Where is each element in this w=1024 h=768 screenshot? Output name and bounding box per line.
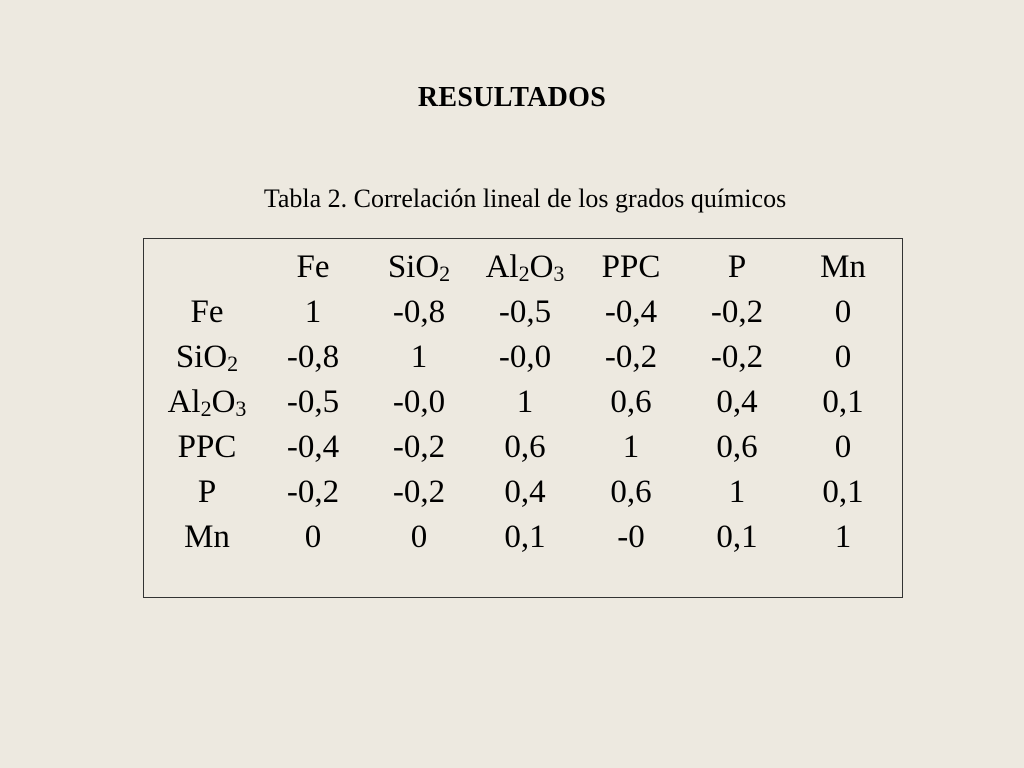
table-caption: Tabla 2. Correlación lineal de los grado… [263, 184, 787, 213]
column-header: Fe [296, 249, 330, 285]
table-cell: -0,5 [286, 384, 340, 420]
table-cell: 0 [834, 429, 852, 465]
row-header: Fe [190, 294, 224, 330]
column-header: Mn [820, 249, 866, 285]
table-cell: 0 [304, 519, 322, 555]
table-row: P -0,2 -0,2 0,4 0,6 1 0,1 [154, 470, 896, 515]
table-cell: 1 [410, 339, 428, 375]
table-cell: 0 [834, 294, 852, 330]
table-cell: -0,4 [286, 429, 340, 465]
table-cell: -0,0 [392, 384, 446, 420]
table-cell: 1 [304, 294, 322, 330]
table-cell: 0,4 [504, 474, 546, 510]
table-cell: 0,4 [716, 384, 758, 420]
table-cell: 1 [622, 429, 640, 465]
correlation-table: Fe SiO2 Al2O3 PPC P Mn Fe 1 -0,8 -0,5 -0… [154, 245, 896, 560]
table-cell: 0 [410, 519, 428, 555]
table-cell: 0,6 [504, 429, 546, 465]
row-header: SiO2 [175, 339, 239, 376]
table-cell: -0,5 [498, 294, 552, 330]
table-row: Fe 1 -0,8 -0,5 -0,4 -0,2 0 [154, 290, 896, 335]
row-header: PPC [177, 429, 237, 465]
table-cell: -0,4 [604, 294, 658, 330]
table-cell: -0,0 [498, 339, 552, 375]
table-cell: 0 [834, 339, 852, 375]
table-cell: 0,1 [822, 384, 864, 420]
table-cell: -0 [617, 519, 645, 555]
column-header: P [727, 249, 747, 285]
table-cell: 1 [728, 474, 746, 510]
table-cell: -0,2 [710, 339, 764, 375]
table-cell: 0,6 [716, 429, 758, 465]
table-cell: 0,6 [610, 384, 652, 420]
table-cell: 0,6 [610, 474, 652, 510]
table-row: Al2O3 -0,5 -0,0 1 0,6 0,4 0,1 [154, 380, 896, 425]
table-cell: -0,8 [286, 339, 340, 375]
table-cell: 0,1 [504, 519, 546, 555]
table-cell: -0,2 [392, 474, 446, 510]
table-cell: -0,2 [286, 474, 340, 510]
column-header: Al2O3 [485, 249, 565, 286]
corner-cell [154, 245, 260, 290]
slide-title: RESULTADOS [417, 82, 607, 113]
column-header: SiO2 [387, 249, 451, 286]
row-header: Al2O3 [167, 384, 247, 421]
row-header: Mn [184, 519, 230, 555]
table-cell: 0,1 [822, 474, 864, 510]
table-row: PPC -0,4 -0,2 0,6 1 0,6 0 [154, 425, 896, 470]
column-header: PPC [601, 249, 661, 285]
table-row: SiO2 -0,8 1 -0,0 -0,2 -0,2 0 [154, 335, 896, 380]
table-cell: 1 [834, 519, 852, 555]
table-cell: -0,2 [392, 429, 446, 465]
table-header-row: Fe SiO2 Al2O3 PPC P Mn [154, 245, 896, 290]
table-cell: 0,1 [716, 519, 758, 555]
table-cell: 1 [516, 384, 534, 420]
row-header: P [197, 474, 217, 510]
table-cell: -0,2 [604, 339, 658, 375]
table-cell: -0,2 [710, 294, 764, 330]
table-row: Mn 0 0 0,1 -0 0,1 1 [154, 515, 896, 560]
correlation-table-frame: Fe SiO2 Al2O3 PPC P Mn Fe 1 -0,8 -0,5 -0… [143, 238, 903, 598]
table-cell: -0,8 [392, 294, 446, 330]
